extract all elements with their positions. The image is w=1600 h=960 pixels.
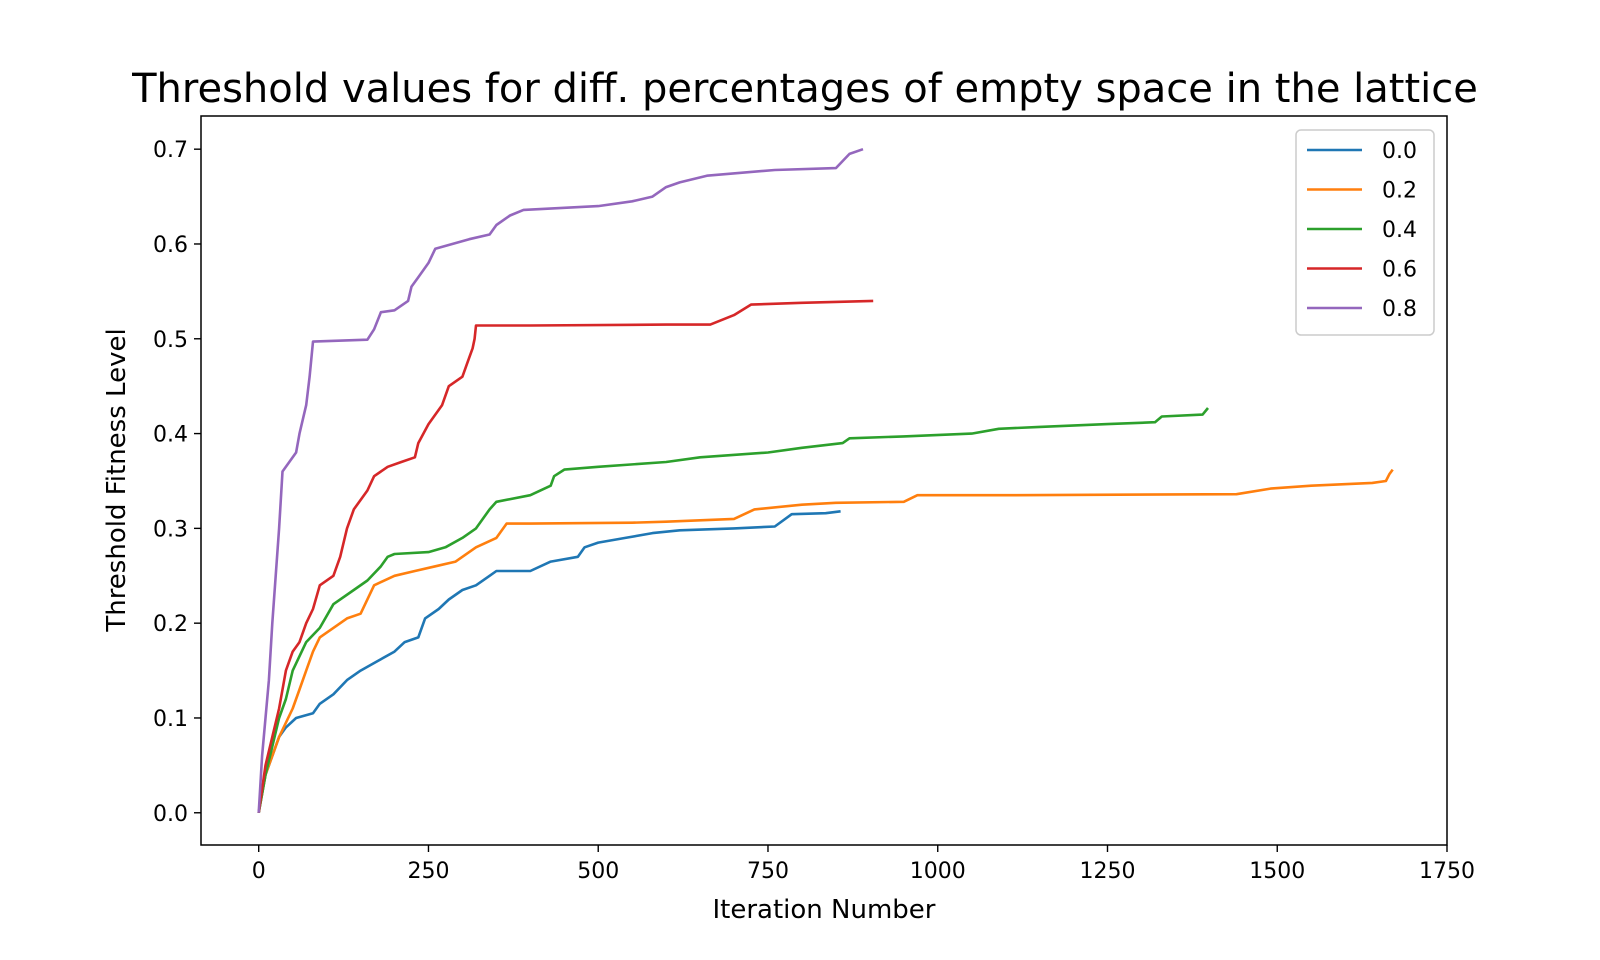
x-tick-label: 1250 bbox=[1079, 859, 1135, 884]
chart-title: Threshold values for diff. percentages o… bbox=[131, 66, 1478, 112]
y-axis: 0.0 0.1 0.2 0.3 0.4 0.5 0.6 0.7 bbox=[153, 138, 201, 827]
legend-label: 0.8 bbox=[1382, 297, 1417, 322]
x-tick-label: 0 bbox=[252, 859, 266, 884]
legend: 0.0 0.2 0.4 0.6 0.8 bbox=[1295, 129, 1435, 336]
y-tick-label: 0.5 bbox=[153, 328, 188, 353]
x-tick-label: 1000 bbox=[910, 859, 966, 884]
y-tick-label: 0.7 bbox=[153, 138, 188, 163]
x-tick-label: 250 bbox=[407, 859, 449, 884]
legend-items: 0.0 0.2 0.4 0.6 0.8 bbox=[1307, 139, 1417, 322]
series-line-0 bbox=[257, 510, 841, 814]
legend-label: 0.4 bbox=[1382, 218, 1417, 243]
legend-box bbox=[1295, 129, 1435, 336]
y-axis-title: Threshold Fitness Level bbox=[102, 328, 132, 632]
x-tick-label: 500 bbox=[577, 859, 619, 884]
x-axis: 0 250 500 750 1000 1250 1500 1750 bbox=[252, 845, 1475, 884]
series-layer bbox=[257, 147, 1394, 814]
y-tick-label: 0.3 bbox=[153, 517, 188, 542]
series-line-3 bbox=[257, 299, 874, 813]
y-tick-label: 0.6 bbox=[153, 233, 188, 258]
legend-label: 0.2 bbox=[1382, 179, 1417, 204]
y-tick-label: 0.1 bbox=[153, 707, 188, 732]
plot-frame bbox=[200, 115, 1448, 846]
y-tick-label: 0.2 bbox=[153, 612, 188, 637]
x-tick-label: 750 bbox=[747, 859, 789, 884]
legend-label: 0.6 bbox=[1382, 258, 1417, 283]
x-axis-title: Iteration Number bbox=[713, 895, 936, 925]
series-line-1 bbox=[257, 468, 1394, 814]
y-tick-label: 0.4 bbox=[153, 423, 188, 448]
x-tick-label: 1500 bbox=[1249, 859, 1305, 884]
series-line-4 bbox=[257, 147, 864, 813]
legend-label: 0.0 bbox=[1382, 139, 1417, 164]
y-tick-label: 0.0 bbox=[153, 802, 188, 827]
series-line-2 bbox=[257, 407, 1210, 814]
x-tick-label: 1750 bbox=[1419, 859, 1475, 884]
